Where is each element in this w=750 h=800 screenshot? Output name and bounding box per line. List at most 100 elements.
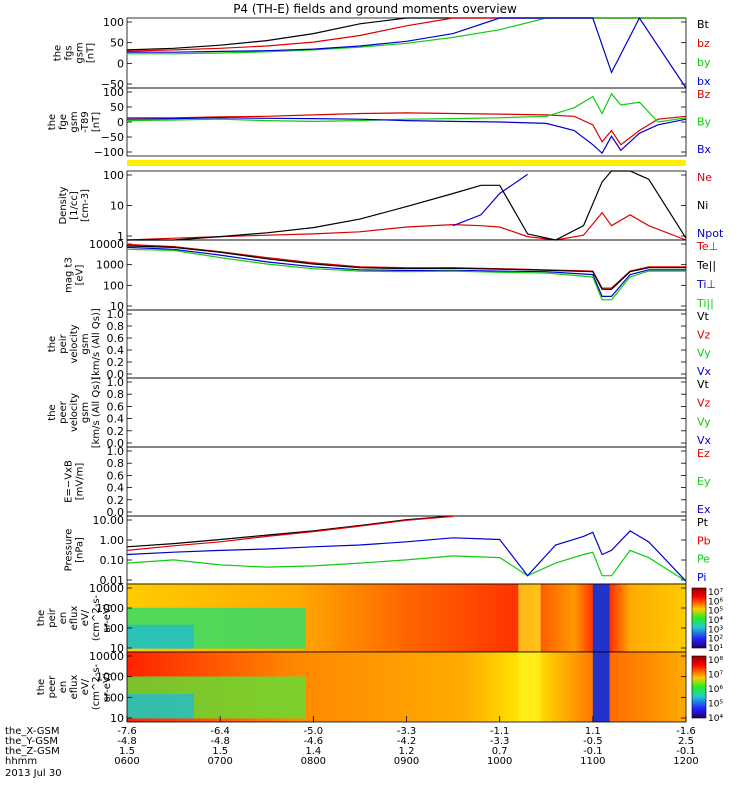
y-axis-label-line: velocity	[69, 393, 80, 432]
x-axis-row-label: the_Z-GSM	[5, 746, 60, 757]
y-axis-label: thepeervelocitygsm[km/s (All Qs)]	[47, 377, 102, 449]
y-axis-label-line: [eV]	[75, 265, 86, 286]
plot-title: P4 (TH-E) fields and ground moments over…	[233, 2, 517, 16]
legend-entry: Vx	[697, 365, 712, 378]
y-tick-label: 10.00	[93, 514, 125, 527]
x-tick-label: -7.6	[117, 726, 137, 737]
x-tick-label: 1.4	[305, 746, 321, 757]
spectrogram-region	[127, 624, 195, 649]
y-tick-label: 10000	[89, 238, 124, 251]
y-axis-label-line: sr-eV)	[102, 603, 113, 632]
legend-entry: Vz	[697, 328, 711, 341]
colorbar-tick-label: 10¹	[708, 644, 723, 654]
legend-entry: Pb	[697, 534, 711, 547]
legend-entry: Vy	[697, 347, 711, 360]
series-line-by	[127, 17, 686, 55]
y-axis-label-line: gsm	[80, 402, 91, 423]
legend-entry: Pi	[697, 571, 706, 584]
spectrogram-region	[518, 652, 541, 722]
y-axis-label-line: peer	[58, 400, 69, 424]
y-axis-label-line: [km/s (All Qs)]	[91, 308, 102, 380]
y-tick-label: 100	[103, 16, 124, 29]
y-axis-label: thefgegsm-T89[nT]	[47, 111, 102, 133]
y-tick-label: 100	[103, 622, 124, 635]
series-line-ne	[126, 211, 687, 241]
y-axis-label-line: gsm	[69, 111, 80, 132]
x-tick-label: -1.1	[490, 726, 510, 737]
series-line-pb	[126, 515, 454, 551]
panel-frame	[126, 309, 687, 379]
y-tick-label: 1.0	[107, 445, 125, 458]
y-tick-label: 0.8	[107, 388, 125, 401]
x-tick-label: -4.8	[117, 736, 137, 747]
y-tick-label: 0.8	[107, 320, 125, 333]
y-axis-label-line: gsm	[75, 42, 86, 63]
y-axis-label-line: en	[58, 612, 69, 625]
legend-entry: bx	[697, 75, 711, 88]
y-tick-label: 0.6	[107, 469, 125, 482]
series-line-bx	[127, 16, 687, 89]
panel-frame	[126, 515, 687, 585]
spectrogram-region	[592, 652, 610, 722]
y-tick-label: −50	[101, 78, 124, 91]
y-tick-label: 0	[117, 57, 124, 70]
panel-peir_spec: 10⁷10⁶10⁵10⁴10³10²10¹10000100010010thepe…	[36, 582, 723, 655]
y-tick-label: 50	[110, 101, 124, 114]
y-axis-label-line: the	[47, 336, 58, 352]
x-tick-label: 1.5	[212, 746, 228, 757]
y-axis-label-line: [nT]	[86, 43, 97, 63]
y-axis-label-line: the	[53, 45, 64, 61]
x-tick-label: 0900	[394, 756, 419, 767]
legend-entry: bz	[697, 37, 710, 50]
x-tick-label: 1.5	[119, 746, 135, 757]
y-axis-label: thepeirvelocitygsm[km/s (All Qs)]	[47, 308, 102, 380]
y-axis-label: Density[1/cc][cm-3]	[58, 186, 91, 224]
spectrogram-region	[127, 694, 195, 719]
panel-peer: 1.00.80.60.40.20.0 thepeervelocitygsm[km/…	[47, 376, 712, 450]
y-tick-label: 10	[110, 712, 124, 725]
panel-frame	[126, 446, 687, 517]
x-tick-label: -1.6	[676, 726, 696, 737]
y-tick-label: 1.0	[107, 376, 125, 389]
x-axis-row-label: the_X-GSM	[5, 726, 59, 737]
colorbar-tick-label: 10⁴	[708, 714, 723, 724]
y-axis-label-line: fgs	[64, 45, 75, 60]
x-tick-label: -4.6	[304, 736, 324, 747]
panel-peer_spec: 10⁸ 10⁷ 10⁶ 10⁵ 10⁴ 10000 1000 100 10 thepeerenef…	[36, 650, 723, 725]
series-line-npot	[452, 173, 528, 227]
y-axis-label-line: fge	[58, 114, 69, 130]
panel-efield: 1.00.80.60.40.20.0 E=−VxB[mV/m] Ez Ey Ex	[64, 445, 711, 519]
legend-entry: Ey	[697, 475, 711, 488]
colorbar-tick-label: 10⁶	[708, 597, 723, 607]
y-tick-label: 0.6	[107, 400, 125, 413]
panel-fge: 100 50 0 −50 −100 thefgegsm-T89[nT] Bz By Bx	[47, 86, 712, 159]
legend-entry: Ez	[697, 447, 710, 460]
series-line-pe	[126, 549, 687, 582]
y-axis-label-line: the	[36, 679, 47, 695]
x-tick-label: -3.3	[397, 726, 417, 737]
colorbar-tick-label: 10⁵	[708, 607, 723, 617]
y-axis-label: thefgsgsm[nT]	[53, 42, 97, 63]
x-tick-label: -6.4	[210, 726, 230, 737]
y-axis-label: mag t3[eV]	[64, 257, 86, 293]
x-tick-label: -4.2	[397, 736, 417, 747]
y-tick-label: 10	[110, 642, 124, 655]
x-tick-label: 0.7	[492, 746, 508, 757]
y-axis-label-line: the	[47, 114, 58, 130]
series-line-bz	[127, 112, 687, 146]
x-axis: the_X-GSM -7.6 -6.4 -5.0 -3.3 -1.1 1.1 -1.6the_…	[5, 716, 699, 779]
y-tick-label: 0.6	[107, 332, 125, 345]
y-axis-label-line: velocity	[69, 324, 80, 363]
x-tick-label: 2.5	[678, 736, 694, 747]
y-tick-label: 0.0	[107, 368, 125, 381]
y-axis-label-line: Pressure	[64, 529, 75, 572]
legend-entry: Ne	[697, 171, 712, 184]
colorbar-tick-label: 10⁷	[708, 588, 723, 598]
x-tick-label: 1200	[673, 756, 698, 767]
y-tick-label: 0.4	[107, 413, 125, 426]
x-tick-label: 1.2	[399, 746, 415, 757]
legend-entry: Pe	[697, 553, 710, 566]
series-line-ti	[126, 248, 686, 301]
panel-density: 100 10 1 Density[1/cc][cm-3] Ne Ni Npot	[58, 169, 724, 243]
y-tick-label: 0.2	[107, 356, 125, 369]
